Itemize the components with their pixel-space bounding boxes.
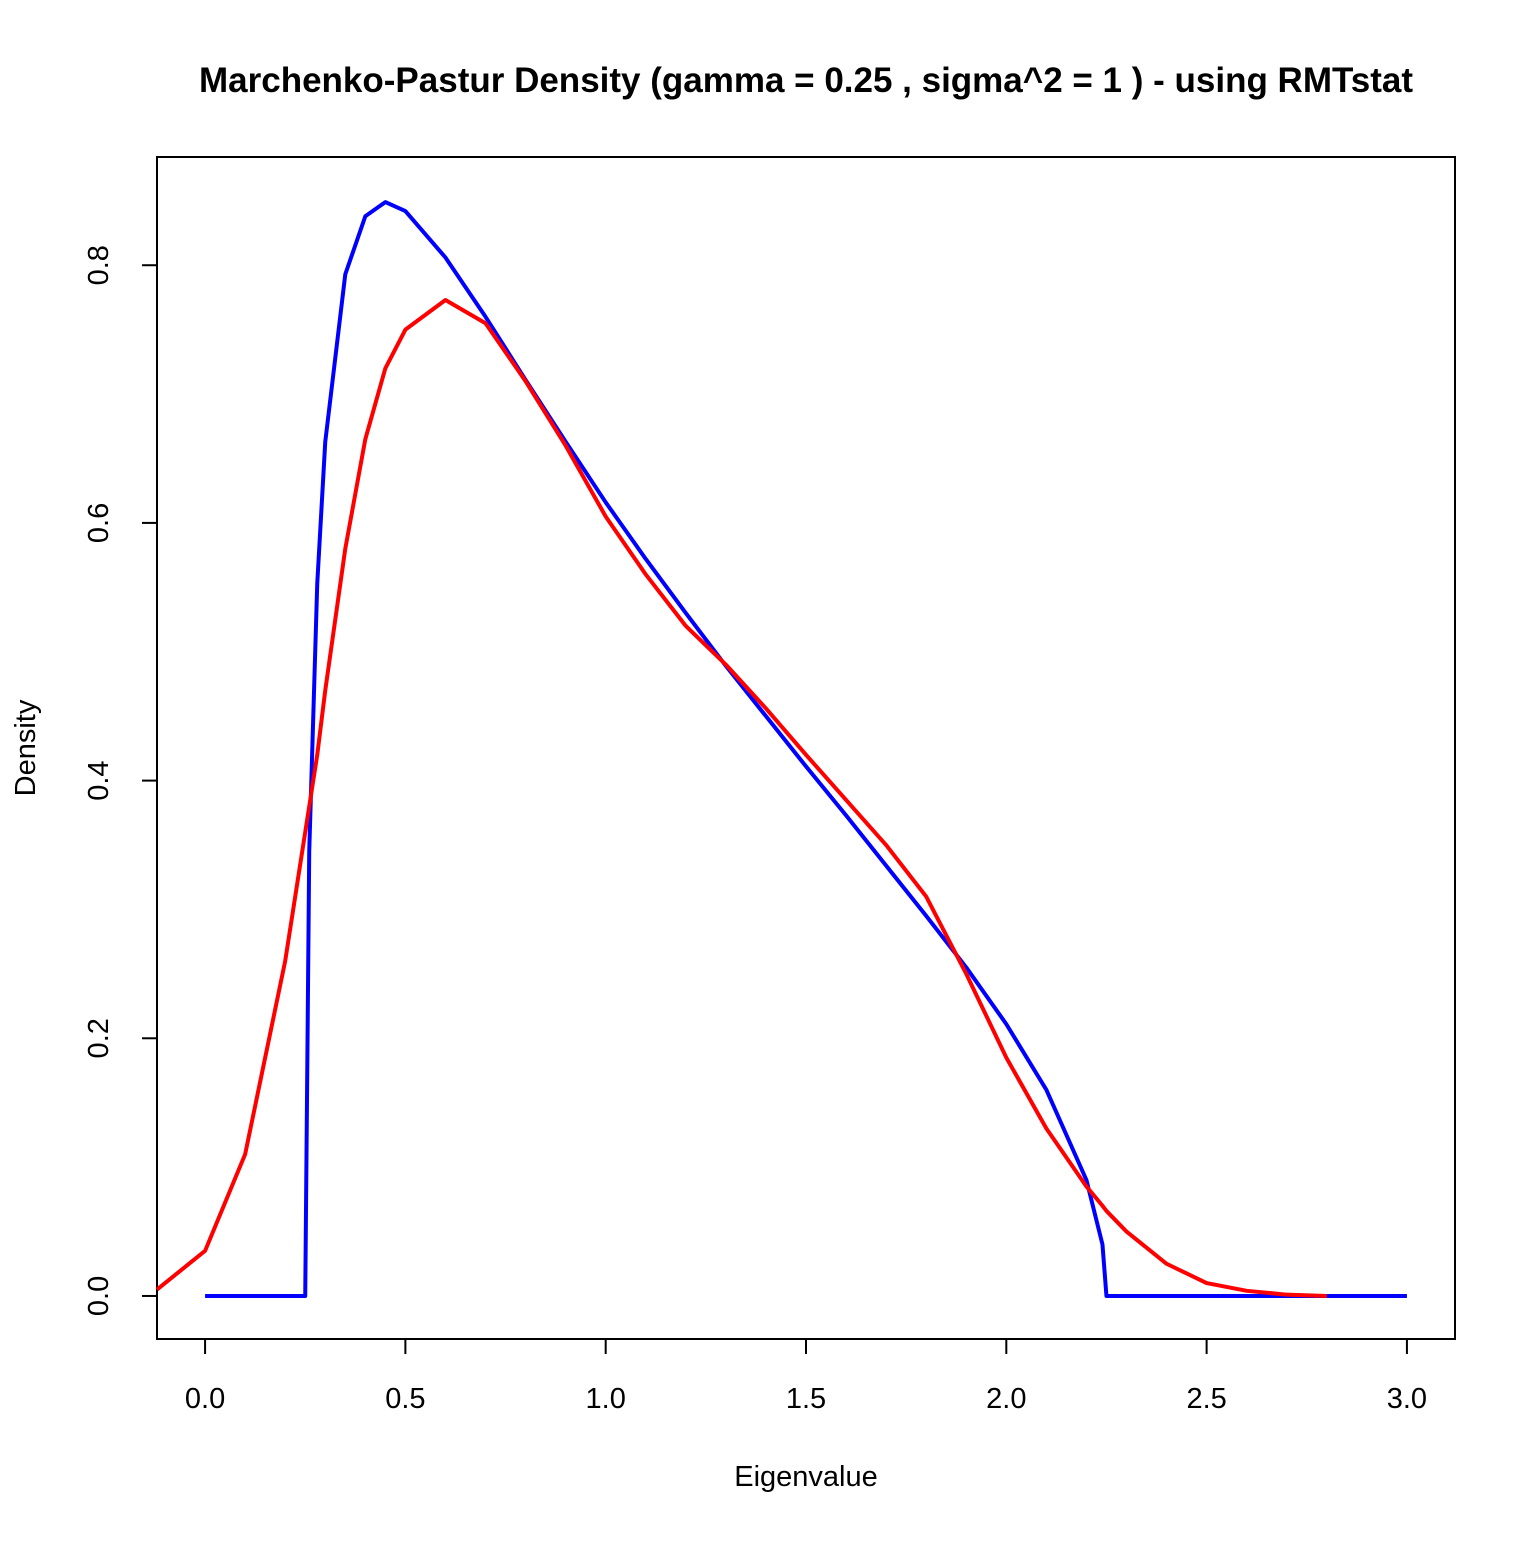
x-tick-label: 3.0 [1387,1383,1427,1415]
y-tick-label: 0.0 [83,1276,115,1316]
x-tick-label: 1.5 [786,1383,826,1415]
x-tick-label: 2.5 [1186,1383,1226,1415]
plot-frame [156,156,1456,1340]
y-axis-label: Density [10,699,42,796]
y-tick-label: 0.8 [83,245,115,285]
x-tick-label: 2.0 [986,1383,1026,1415]
series-line [155,298,1327,1298]
x-tick-label: 1.0 [586,1383,626,1415]
x-tick-label: 0.5 [385,1383,425,1415]
y-tick-label: 0.2 [83,1018,115,1058]
x-tick-label: 0.0 [185,1383,225,1415]
chart-title: Marchenko-Pastur Density (gamma = 0.25 ,… [199,61,1413,100]
series-line [205,200,1407,1298]
y-tick-label: 0.6 [83,503,115,543]
x-axis-label: Eigenvalue [734,1461,878,1493]
y-tick-label: 0.4 [83,760,115,800]
